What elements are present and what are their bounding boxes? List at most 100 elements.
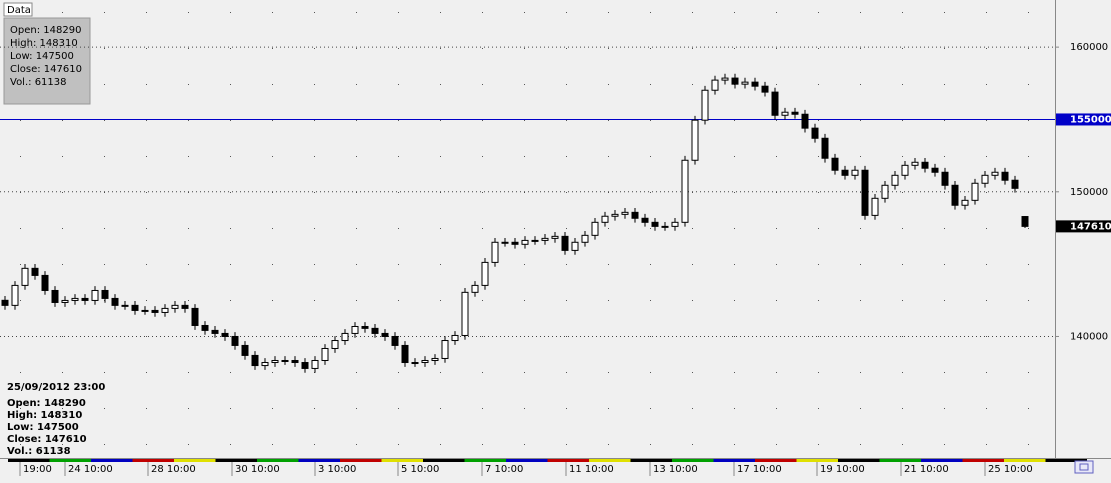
- cursor-date: 25/09/2012 23:00: [7, 382, 105, 393]
- info-line: Low: 147500: [10, 51, 74, 62]
- candle-body: [351, 325, 359, 334]
- candle-body: [801, 113, 809, 129]
- strip-segment: [1004, 459, 1046, 462]
- x-tick-label: 30 10:00: [235, 464, 280, 475]
- candle-body: [701, 89, 709, 121]
- strip-segment: [838, 459, 880, 462]
- candle-body: [1021, 216, 1029, 227]
- candle-body: [621, 211, 629, 215]
- strip-segment: [796, 459, 838, 462]
- candle-body: [251, 354, 259, 367]
- cursor-line: Close: 147610: [7, 434, 87, 445]
- candle-body: [541, 237, 549, 241]
- x-tick-label: 5 10:00: [401, 464, 439, 475]
- info-line: Open: 148290: [10, 25, 81, 36]
- candle-body: [881, 184, 889, 199]
- candle-body: [441, 340, 449, 359]
- last-price-bg: [1056, 220, 1111, 233]
- candle-body: [891, 174, 899, 186]
- candle-body: [591, 221, 599, 236]
- candle-body: [571, 241, 579, 251]
- candle-body: [631, 211, 639, 219]
- strip-segment: [257, 459, 299, 462]
- candle-body: [601, 215, 609, 223]
- info-line: High: 148310: [10, 38, 78, 49]
- candle-body: [741, 81, 749, 85]
- tab-label: Data: [7, 5, 31, 16]
- candle-body: [831, 157, 839, 171]
- candle-body: [221, 332, 229, 337]
- candle-body: [31, 267, 39, 276]
- candle-body: [111, 297, 119, 306]
- strip-segment: [630, 459, 672, 462]
- strip-segment: [132, 459, 174, 462]
- candle-body: [531, 239, 539, 242]
- candle-body: [581, 234, 589, 243]
- candle-body: [451, 334, 459, 342]
- candle-body: [821, 137, 829, 159]
- candle-body: [61, 299, 69, 303]
- candle-body: [301, 362, 309, 369]
- candle-body: [561, 235, 569, 251]
- candle-body: [391, 335, 399, 346]
- candle-body: [491, 241, 499, 263]
- cursor-line: High: 148310: [7, 410, 82, 421]
- candle-body: [21, 267, 29, 286]
- candle-body: [941, 171, 949, 186]
- candle-body: [91, 289, 99, 301]
- candle-body: [281, 359, 289, 362]
- candle-body: [201, 324, 209, 331]
- candle-body: [481, 261, 489, 286]
- candle-body: [991, 171, 999, 176]
- scroll-button[interactable]: [1074, 460, 1094, 474]
- candle-body: [41, 274, 49, 291]
- candle-body: [81, 297, 89, 301]
- x-tick-label: 17 10:00: [737, 464, 782, 475]
- info-lines: Open: 148290 High: 148310 Low: 147500 Close…: [10, 25, 82, 88]
- candle-body: [461, 291, 469, 336]
- candle-body: [161, 307, 169, 313]
- strip-segment: [8, 459, 50, 462]
- strip-segment: [879, 459, 921, 462]
- candle-body: [901, 164, 909, 176]
- candle-body: [641, 217, 649, 223]
- strip-segment: [713, 459, 755, 462]
- tab[interactable]: [3, 2, 33, 17]
- candle-body: [841, 169, 849, 176]
- candle-body: [671, 221, 679, 227]
- candle-body: [931, 167, 939, 173]
- candle-body: [171, 304, 179, 309]
- x-tick-label: 3 10:00: [318, 464, 356, 475]
- candle-body: [981, 174, 989, 184]
- x-tick-label: 19:00: [23, 464, 52, 475]
- candle-body: [951, 184, 959, 206]
- candle-body: [911, 161, 919, 166]
- x-tick-label: 21 10:00: [904, 464, 949, 475]
- cursor-line: Low: 147500: [7, 422, 79, 433]
- strip-segment: [464, 459, 506, 462]
- candle-body: [711, 79, 719, 91]
- y-tick-label: 140000: [1070, 331, 1108, 342]
- candle-body: [731, 77, 739, 85]
- candle-body: [611, 213, 619, 217]
- y-tick-label: 160000: [1070, 42, 1108, 53]
- strip-segment: [215, 459, 257, 462]
- x-tick-label: 13 10:00: [653, 464, 698, 475]
- candle-body: [361, 325, 369, 329]
- candle-body: [401, 344, 409, 364]
- cursor-line: Vol.: 61138: [7, 446, 71, 457]
- candle-body: [961, 199, 969, 206]
- strip-segment: [755, 459, 797, 462]
- y-tick-label: 150000: [1070, 187, 1108, 198]
- info-line: Vol.: 61138: [10, 77, 67, 88]
- candle-body: [691, 119, 699, 161]
- candle-body: [511, 241, 519, 245]
- x-tick-label: 7 10:00: [485, 464, 523, 475]
- candle-body: [371, 327, 379, 334]
- candle-body: [811, 127, 819, 139]
- strip-segment: [506, 459, 548, 462]
- candle-body: [381, 332, 389, 337]
- strip-segment: [547, 459, 589, 462]
